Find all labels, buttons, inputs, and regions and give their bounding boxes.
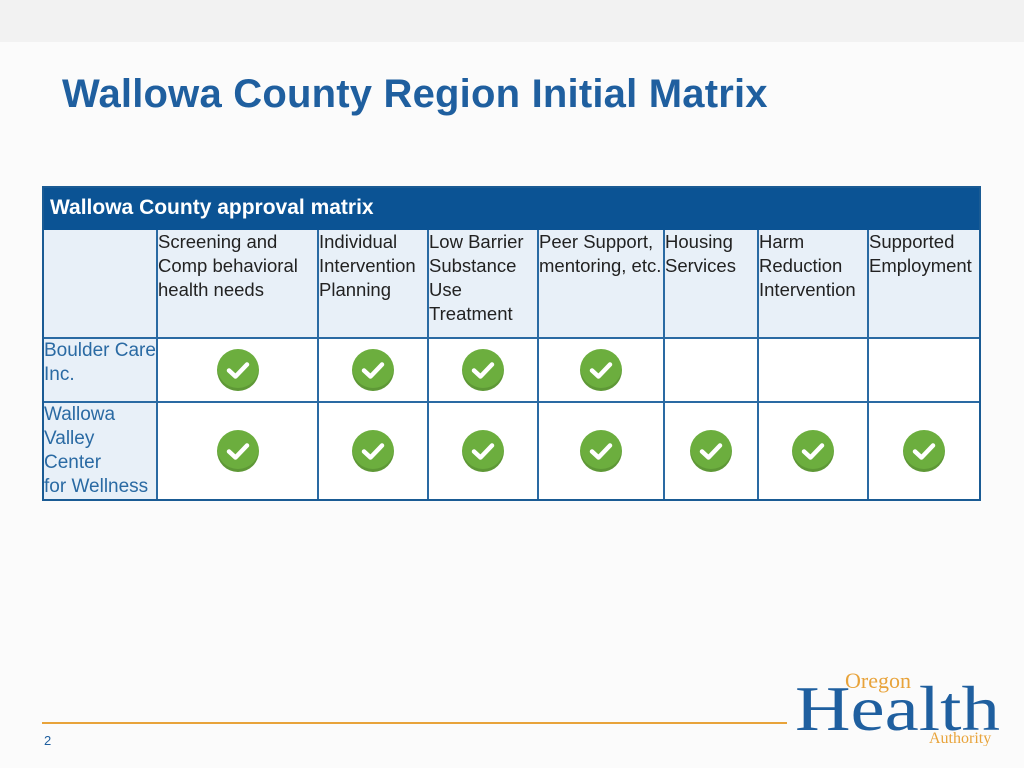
logo-line-oregon: Oregon	[845, 668, 911, 693]
matrix-cell	[317, 401, 429, 499]
row-header-wallowa-valley-center: Wallowa Valley Center for Wellness	[44, 401, 158, 499]
footer-divider	[42, 722, 787, 724]
column-header-peer-support: Peer Support, mentoring, etc.	[537, 230, 665, 339]
matrix-cell	[156, 337, 319, 403]
column-header-screening: Screening and Comp behavioral health nee…	[156, 230, 319, 339]
oregon-health-authority-logo: Oregon Health Authority	[795, 668, 1000, 746]
checkmark-icon	[216, 430, 259, 472]
column-header-supported-employment: Supported Employment	[867, 230, 979, 339]
matrix-cell	[427, 401, 539, 499]
logo-line-health: Health	[795, 673, 1000, 744]
row-header-boulder-care: Boulder Care Inc.	[44, 337, 158, 403]
checkmark-icon	[580, 349, 622, 391]
matrix-header: Wallowa County approval matrix	[44, 188, 979, 230]
matrix-cell	[537, 401, 665, 499]
matrix-cell	[317, 337, 429, 403]
matrix-cell	[156, 401, 319, 499]
matrix-cell	[663, 337, 759, 403]
checkmark-icon	[216, 349, 259, 391]
checkmark-icon	[462, 430, 504, 472]
matrix-cell	[867, 337, 979, 403]
matrix-cell	[867, 401, 979, 499]
checkmark-icon	[352, 430, 394, 472]
page-number: 2	[44, 733, 52, 748]
column-header-substance-use-treatment: Low Barrier Substance Use Treatment	[427, 230, 539, 339]
approval-matrix: Wallowa County approval matrix Screening…	[42, 186, 981, 501]
column-header-intervention-planning: Individual Intervention Planning	[317, 230, 429, 339]
checkmark-icon	[580, 430, 622, 472]
matrix-cell	[663, 401, 759, 499]
matrix-cell	[427, 337, 539, 403]
corner-cell	[44, 230, 158, 339]
table-row: Boulder Care Inc.	[44, 337, 979, 403]
column-header-harm-reduction: Harm Reduction Intervention	[757, 230, 869, 339]
matrix-cell	[757, 337, 869, 403]
checkmark-icon	[352, 349, 394, 391]
matrix-cell	[757, 401, 869, 499]
logo-line-authority: Authority	[929, 730, 991, 746]
top-band	[0, 0, 1024, 42]
column-header-housing-services: Housing Services	[663, 230, 759, 339]
checkmark-icon	[690, 430, 732, 472]
matrix-table: Screening and Comp behavioral health nee…	[44, 230, 979, 499]
checkmark-icon	[462, 349, 504, 391]
checkmark-icon	[903, 430, 945, 472]
matrix-cell	[537, 337, 665, 403]
table-row: Wallowa Valley Center for Wellness	[44, 401, 979, 499]
checkmark-icon	[792, 430, 834, 472]
slide-title: Wallowa County Region Initial Matrix	[62, 72, 768, 116]
